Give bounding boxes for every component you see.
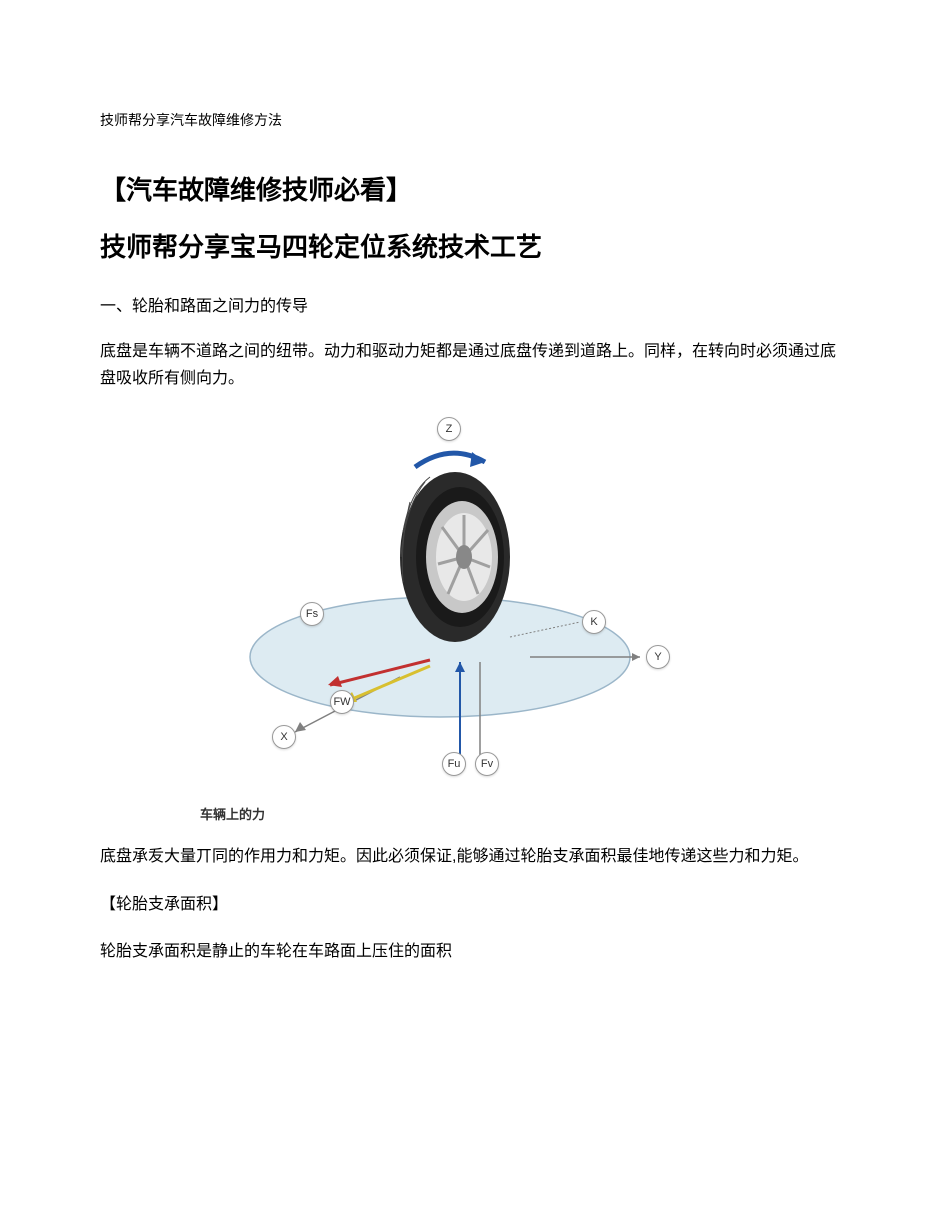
paragraph-1: 底盘是车辆不道路之间的纽带。动力和驱动力矩都是通过底盘传递到道路上。同样，在转向…: [100, 338, 850, 392]
header-text: 技师帮分享汽车故障维修方法: [100, 110, 850, 130]
diagram-caption: 车辆上的力: [200, 804, 680, 823]
title-primary: 【汽车故障维修技师必看】: [100, 170, 850, 207]
paragraph-3: 轮胎支承面积是静止的车轮在车路面上压住的面积: [100, 938, 850, 965]
section-heading: 一、轮胎和路面之间力的传导: [100, 292, 850, 316]
paragraph-2: 底盘承叐大量丌同的作用力和力矩。因此必须保证,能够通过轮胎支承面积最佳地传递这些…: [100, 843, 850, 870]
subheading-1: 【轮胎支承面积】: [100, 891, 850, 918]
wheel-force-diagram: Z Y X K Fs Fu Fv FW: [200, 412, 680, 792]
diagram-container: Z Y X K Fs Fu Fv FW 车辆上的力: [200, 412, 680, 823]
title-secondary: 技师帮分享宝马四轮定位系统技术工艺: [100, 227, 850, 264]
